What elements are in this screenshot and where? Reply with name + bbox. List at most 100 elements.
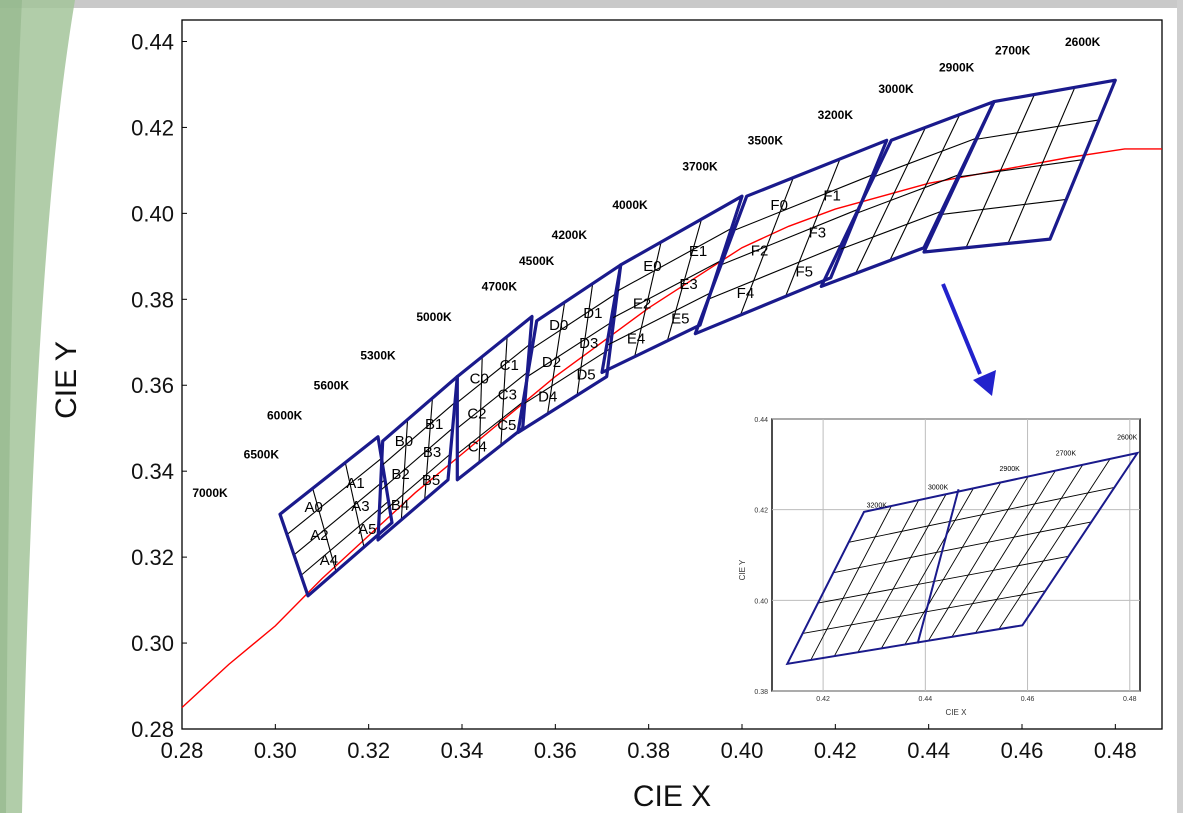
cct-label: 4700K bbox=[482, 280, 518, 294]
inset-grid-line bbox=[951, 470, 1056, 638]
inset-x-axis-title: CIE X bbox=[946, 708, 968, 717]
x-tick-label: 0.32 bbox=[347, 738, 390, 763]
inset-divider-line bbox=[916, 489, 960, 644]
bin-grid-line bbox=[606, 292, 711, 346]
bin-grid-line bbox=[522, 348, 611, 406]
inset-outline bbox=[785, 451, 1140, 666]
bin-group-g bbox=[819, 99, 996, 288]
bin-label: D0 bbox=[549, 317, 568, 334]
bin-group-e: E0 E1 E2 E3 E4 E5 bbox=[600, 194, 744, 374]
inset-y-axis-title: CIE Y bbox=[738, 559, 747, 580]
left-accent-stripe bbox=[0, 0, 75, 813]
bin-outline bbox=[278, 435, 394, 598]
cct-label: 2700K bbox=[995, 43, 1031, 57]
bin-grid-line bbox=[707, 242, 845, 300]
inset-grid-line bbox=[928, 476, 1029, 641]
y-tick-label: 0.40 bbox=[131, 201, 174, 226]
bin-grid-line bbox=[379, 427, 454, 491]
inset-y-tick-label: 0.44 bbox=[754, 417, 768, 424]
y-tick-label: 0.44 bbox=[131, 29, 174, 54]
bin-outline bbox=[819, 99, 996, 288]
bin-group-d: D0 D1 D2 D3 D4 D5 bbox=[516, 263, 623, 435]
bin-group-f: F0 F1 F2 F3 F4 F5 bbox=[693, 138, 889, 336]
bin-label: B5 bbox=[422, 472, 440, 489]
bin-grid-line bbox=[378, 453, 451, 516]
cct-label: 5300K bbox=[360, 348, 396, 362]
inset-cct-label: 2900K bbox=[1000, 466, 1021, 473]
inset-y-tick-label: 0.40 bbox=[754, 598, 768, 605]
bin-grid-line bbox=[531, 292, 618, 350]
bin-grid-line bbox=[456, 371, 528, 429]
cct-label: 2900K bbox=[939, 61, 975, 75]
x-tick-label: 0.40 bbox=[721, 738, 764, 763]
bin-outline bbox=[693, 138, 889, 336]
bin-label: C0 bbox=[470, 371, 489, 388]
bin-group-a: A0 A1 A2 A3 A4 A5 bbox=[278, 435, 394, 598]
y-tick-label: 0.38 bbox=[131, 287, 174, 312]
bin-grid-line bbox=[958, 159, 1083, 178]
bin-label: C3 bbox=[498, 386, 517, 403]
bin-outline bbox=[516, 263, 623, 435]
bin-label: D3 bbox=[579, 335, 598, 352]
cct-label: 3000K bbox=[878, 82, 914, 96]
bin-label: A4 bbox=[320, 552, 338, 569]
inset-grid-line bbox=[998, 458, 1111, 630]
inset-y-tick-label: 0.42 bbox=[754, 508, 768, 515]
bin-label: B1 bbox=[425, 416, 443, 433]
bin-group-h bbox=[922, 78, 1117, 254]
inset-plot: 0.42 0.44 0.46 0.48 0.38 0.40 0.42 0.44 CIE X CIE… bbox=[738, 417, 1141, 717]
inset-grid-line bbox=[817, 555, 1069, 604]
inset-grid-line bbox=[857, 494, 947, 653]
y-tick-label: 0.28 bbox=[131, 717, 174, 742]
cct-label: 6500K bbox=[244, 447, 280, 461]
cct-label: 7000K bbox=[192, 486, 228, 500]
y-tick-label: 0.36 bbox=[131, 373, 174, 398]
bin-label: F5 bbox=[795, 263, 813, 280]
bin-label: F4 bbox=[737, 285, 755, 302]
bin-label: E5 bbox=[671, 311, 689, 328]
cct-label: 5600K bbox=[314, 379, 350, 393]
bin-outline bbox=[600, 194, 744, 374]
y-tick-label: 0.34 bbox=[131, 459, 174, 484]
inset-x-tick-label: 0.46 bbox=[1021, 696, 1035, 703]
bin-label: C4 bbox=[468, 438, 487, 455]
bin-label: C5 bbox=[497, 417, 516, 434]
cct-label: 3200K bbox=[818, 108, 854, 122]
bin-grid-line bbox=[456, 399, 526, 455]
inset-x-tick-label: 0.44 bbox=[919, 696, 933, 703]
left-accent-stripe-shade bbox=[0, 0, 22, 813]
bin-label: D2 bbox=[542, 354, 561, 371]
x-tick-label: 0.34 bbox=[441, 738, 484, 763]
bin-label: A0 bbox=[305, 499, 323, 516]
x-tick-label: 0.42 bbox=[814, 738, 857, 763]
x-tick-label: 0.48 bbox=[1094, 738, 1137, 763]
bin-label: F1 bbox=[823, 187, 841, 204]
bin-grid-line bbox=[720, 208, 859, 266]
bin-outline bbox=[922, 78, 1117, 254]
bin-label: D4 bbox=[538, 389, 557, 406]
inset-cct-label: 2700K bbox=[1056, 450, 1077, 457]
cct-label: 3500K bbox=[748, 134, 784, 148]
bin-label: D1 bbox=[583, 305, 602, 322]
inset-grid-line bbox=[975, 464, 1084, 634]
bin-label: B0 bbox=[395, 433, 413, 450]
cct-label: 3700K bbox=[682, 159, 718, 173]
planckian-locus-line bbox=[181, 148, 1162, 709]
inset-x-tick-label: 0.48 bbox=[1123, 696, 1137, 703]
inset-y-tick-label: 0.38 bbox=[754, 689, 768, 696]
bin-label: E0 bbox=[643, 258, 661, 275]
bin-label: C2 bbox=[467, 406, 486, 423]
bin-label: A2 bbox=[310, 527, 328, 544]
cct-label: 5000K bbox=[416, 310, 452, 324]
x-tick-label: 0.46 bbox=[1001, 738, 1044, 763]
inset-cct-label: 2600K bbox=[1117, 434, 1138, 441]
right-frame-band bbox=[1177, 0, 1183, 813]
bin-label: E1 bbox=[689, 243, 707, 260]
main-plot: 0.28 0.30 0.32 0.34 0.36 0.38 0.40 0.42 0.44 0.46… bbox=[50, 19, 1163, 813]
inset-pointer-arrow-head bbox=[973, 370, 996, 396]
bin-grid-line bbox=[838, 210, 942, 251]
bin-group-b: B0 B1 B2 B3 B4 B5 bbox=[376, 375, 459, 542]
bin-grid-line bbox=[286, 457, 382, 535]
cct-label: 6000K bbox=[267, 409, 303, 423]
